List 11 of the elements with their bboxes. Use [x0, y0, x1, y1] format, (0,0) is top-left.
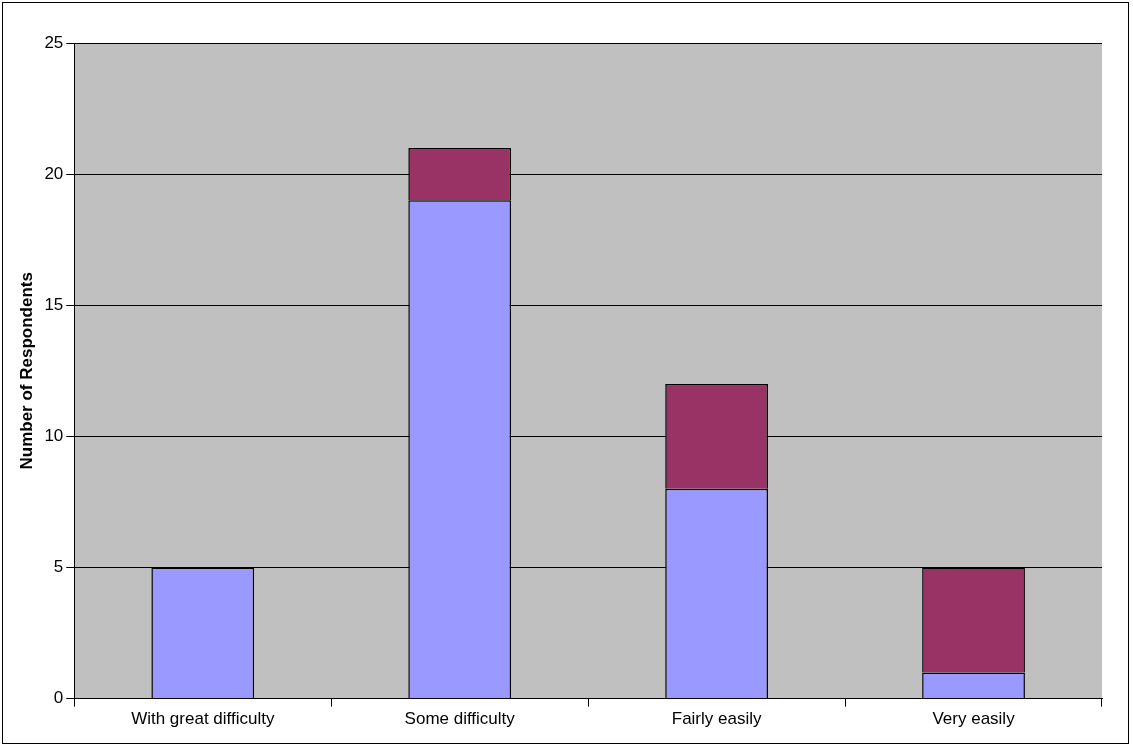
y-tick-label: 25 — [44, 32, 64, 52]
x-tick-label: With great difficulty — [131, 709, 275, 729]
y-tick-label: 15 — [44, 294, 64, 314]
y-tick-label: 10 — [44, 426, 64, 446]
y-tick-label: 0 — [53, 688, 64, 708]
x-tick-label: Fairly easily — [671, 709, 762, 729]
x-tick-label: Very easily — [932, 709, 1016, 729]
x-tick-label: Some difficulty — [404, 709, 516, 729]
y-axis-title: Number of Respondents — [16, 272, 36, 470]
y-tick-label: 5 — [53, 557, 64, 577]
y-tick-label: 20 — [44, 163, 64, 183]
